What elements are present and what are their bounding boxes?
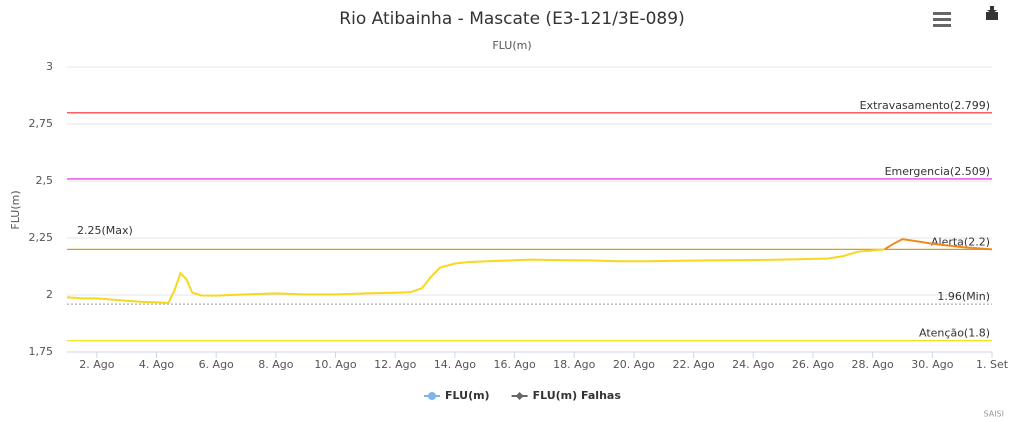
x-tick-label: 1. Set [976, 358, 1009, 371]
x-tick-label: 14. Ago [434, 358, 476, 371]
data-line [884, 238, 993, 251]
y-axis-title: FLU(m) [9, 190, 22, 229]
legend-label: FLU(m) Falhas [533, 389, 622, 402]
x-tick-label: 12. Ago [374, 358, 416, 371]
x-tick-label: 26. Ago [792, 358, 834, 371]
y-tick-label: 3 [46, 60, 53, 73]
legend-label: FLU(m) [445, 389, 490, 402]
data-line [66, 248, 885, 305]
plot-line-label: Atenção(1.8) [919, 327, 990, 340]
x-tick-label: 10. Ago [314, 358, 356, 371]
download-button[interactable] [986, 6, 998, 20]
x-tick-label: 16. Ago [493, 358, 535, 371]
chart-title: Rio Atibainha - Mascate (E3-121/3E-089) [339, 9, 684, 29]
x-tick-label: 6. Ago [199, 358, 234, 371]
credits: SAISI [984, 410, 1005, 419]
y-tick-label: 2,75 [29, 117, 54, 130]
x-tick-label: 2. Ago [79, 358, 114, 371]
x-tick-label: 28. Ago [852, 358, 894, 371]
y-tick-label: 2 [46, 288, 53, 301]
plot-line-label: Extravasamento(2.799) [860, 99, 990, 112]
plot-line-label: 1.96(Min) [937, 290, 990, 303]
plot-line-label: 2.25(Max) [77, 224, 133, 237]
x-tick-label: 24. Ago [732, 358, 774, 371]
x-tick-label: 8. Ago [258, 358, 293, 371]
plot-line-label: Emergencia(2.509) [885, 165, 990, 178]
x-tick-label: 20. Ago [613, 358, 655, 371]
x-tick-label: 18. Ago [553, 358, 595, 371]
y-tick-label: 1,75 [29, 345, 54, 358]
x-tick-label: 22. Ago [672, 358, 714, 371]
x-tick-label: 4. Ago [139, 358, 174, 371]
menu-button[interactable] [933, 12, 951, 27]
y-tick-label: 2,25 [29, 231, 54, 244]
legend-marker [515, 392, 524, 400]
y-tick-label: 2,5 [36, 174, 54, 187]
x-tick-label: 30. Ago [911, 358, 953, 371]
chart-subtitle: FLU(m) [492, 39, 531, 52]
legend-marker [428, 392, 436, 400]
